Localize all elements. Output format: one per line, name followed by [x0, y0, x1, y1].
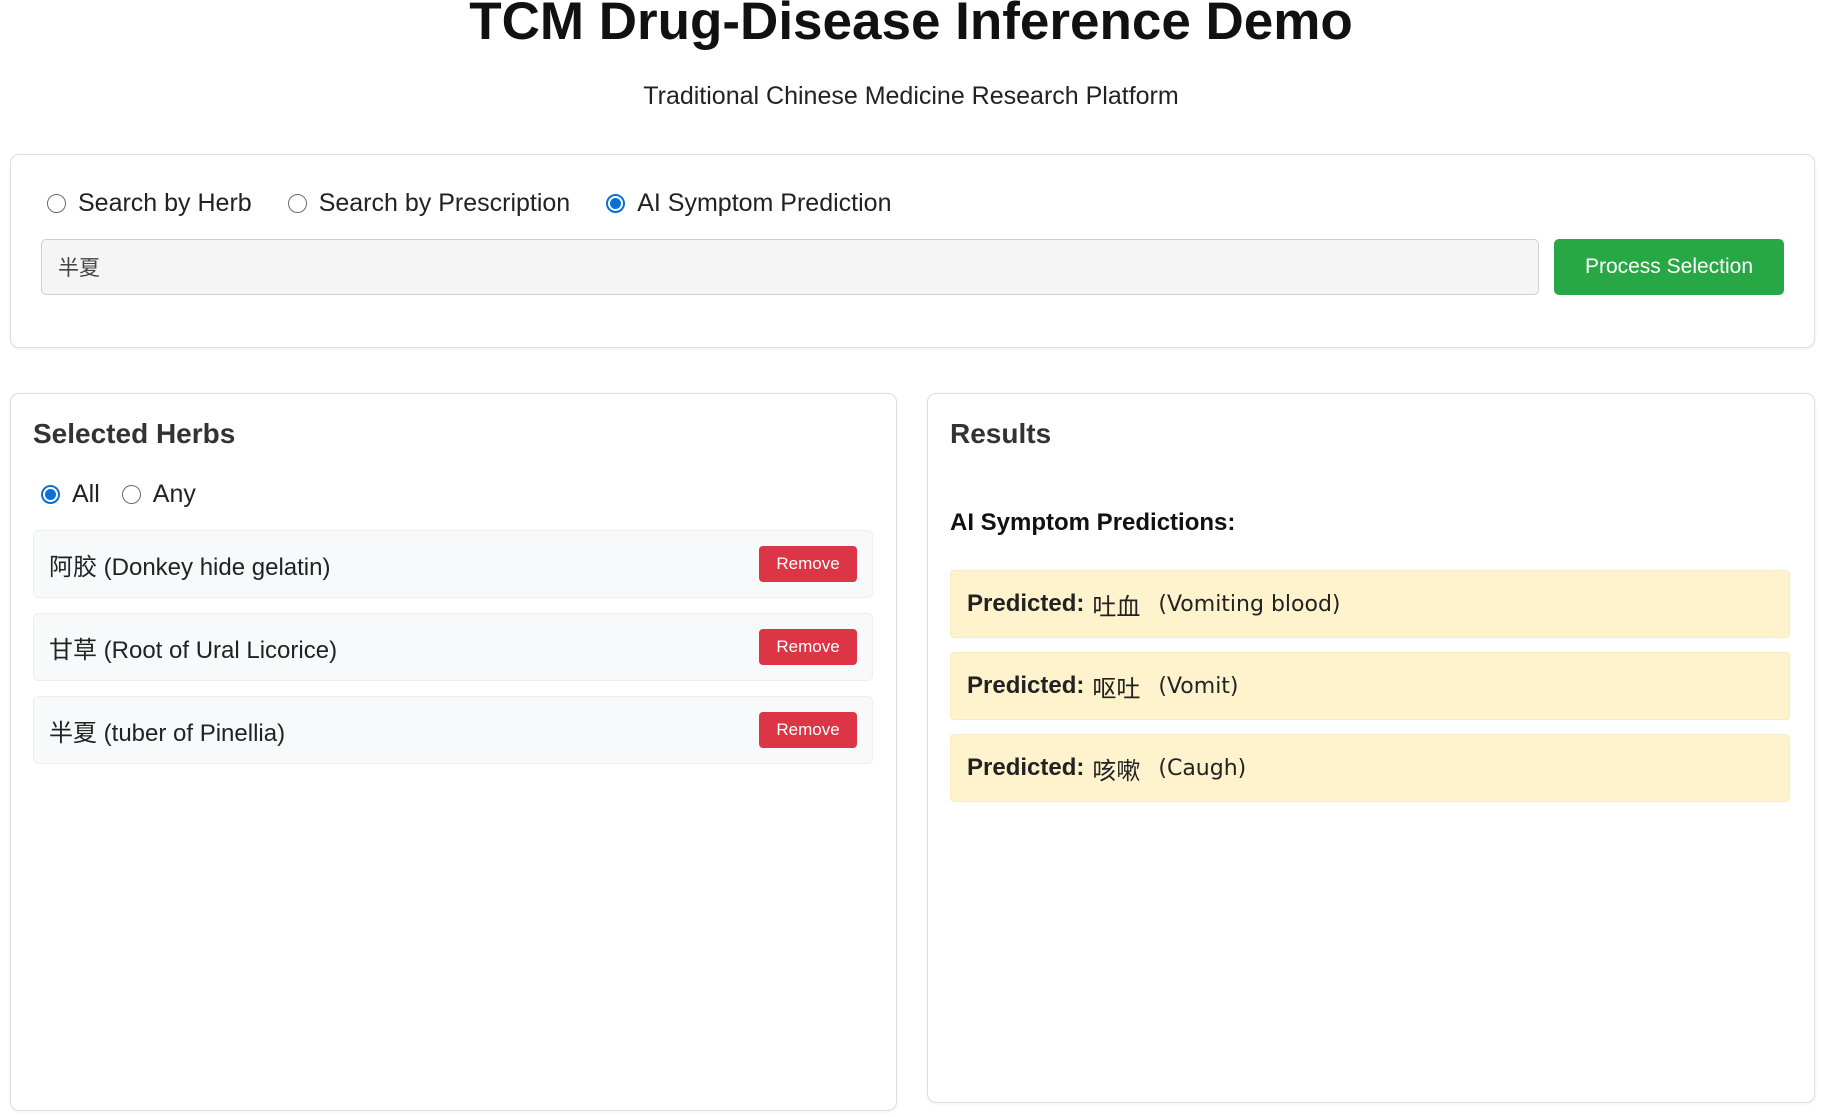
search-mode-group: Search by Herb Search by Prescription AI…	[47, 189, 927, 218]
prediction-chinese: 咳嗽	[1092, 757, 1141, 785]
prediction-english: (Vomiting blood)	[1158, 591, 1341, 617]
selected-herbs-title: Selected Herbs	[33, 418, 236, 449]
radio-button[interactable]	[47, 194, 66, 213]
search-mode-ai-prediction-label: AI Symptom Prediction	[637, 189, 892, 217]
herb-name: 半夏 (tuber of Pinellia)	[49, 719, 286, 747]
search-mode-herb-label: Search by Herb	[78, 189, 252, 217]
page-title: TCM Drug-Disease Inference Demo	[469, 0, 1353, 51]
herb-name: 甘草 (Root of Ural Licorice)	[49, 636, 338, 664]
herb-list-item: 甘草 (Root of Ural Licorice) Remove	[33, 613, 873, 681]
process-selection-button[interactable]: Process Selection	[1554, 239, 1784, 295]
prediction-list: Predicted: 吐血 (Vomiting blood) Predicted…	[950, 570, 1790, 816]
prediction-chinese: 呕吐	[1092, 675, 1141, 703]
selected-herbs-panel: Selected Herbs All Any 阿胶 (Donkey hide g…	[10, 393, 897, 1111]
herb-name: 阿胶 (Donkey hide gelatin)	[49, 553, 331, 581]
match-mode-any[interactable]: Any	[121, 480, 196, 509]
match-mode-group: All Any	[41, 480, 218, 509]
prediction-prefix: Predicted:	[967, 672, 1085, 699]
prediction-item: Predicted: 吐血 (Vomiting blood)	[950, 570, 1790, 638]
results-panel: Results AI Symptom Predictions: Predicte…	[927, 393, 1815, 1103]
remove-herb-button[interactable]: Remove	[759, 629, 857, 665]
results-title: Results	[950, 418, 1052, 449]
page-subtitle: Traditional Chinese Medicine Research Pl…	[643, 82, 1179, 110]
match-mode-all-label: All	[72, 480, 100, 508]
remove-herb-button[interactable]: Remove	[759, 712, 857, 748]
search-panel: Search by Herb Search by Prescription AI…	[10, 154, 1815, 348]
prediction-english: (Caugh)	[1158, 755, 1247, 781]
prediction-english: (Vomit)	[1158, 673, 1239, 699]
prediction-prefix: Predicted:	[967, 590, 1085, 617]
radio-button[interactable]	[287, 194, 307, 213]
radio-button-selected[interactable]	[41, 485, 60, 504]
prediction-chinese: 吐血	[1092, 593, 1141, 621]
herb-list: 阿胶 (Donkey hide gelatin) Remove 甘草 (Root…	[33, 530, 873, 779]
predictions-heading: AI Symptom Predictions:	[950, 509, 1236, 536]
prediction-item: Predicted: 咳嗽 (Caugh)	[950, 734, 1790, 802]
radio-button[interactable]	[121, 485, 141, 504]
match-mode-all[interactable]: All	[41, 480, 100, 509]
herb-list-item: 半夏 (tuber of Pinellia) Remove	[33, 696, 873, 764]
search-mode-ai-prediction[interactable]: AI Symptom Prediction	[606, 189, 891, 218]
radio-button-selected[interactable]	[606, 194, 626, 213]
search-mode-herb[interactable]: Search by Herb	[47, 189, 252, 218]
search-mode-prescription-label: Search by Prescription	[318, 189, 571, 217]
search-mode-prescription[interactable]: Search by Prescription	[287, 189, 571, 218]
match-mode-any-label: Any	[152, 480, 196, 508]
herb-search-input[interactable]	[41, 239, 1539, 295]
remove-herb-button[interactable]: Remove	[759, 546, 857, 582]
prediction-item: Predicted: 呕吐 (Vomit)	[950, 652, 1790, 720]
herb-list-item: 阿胶 (Donkey hide gelatin) Remove	[33, 530, 873, 598]
prediction-prefix: Predicted:	[967, 754, 1085, 781]
